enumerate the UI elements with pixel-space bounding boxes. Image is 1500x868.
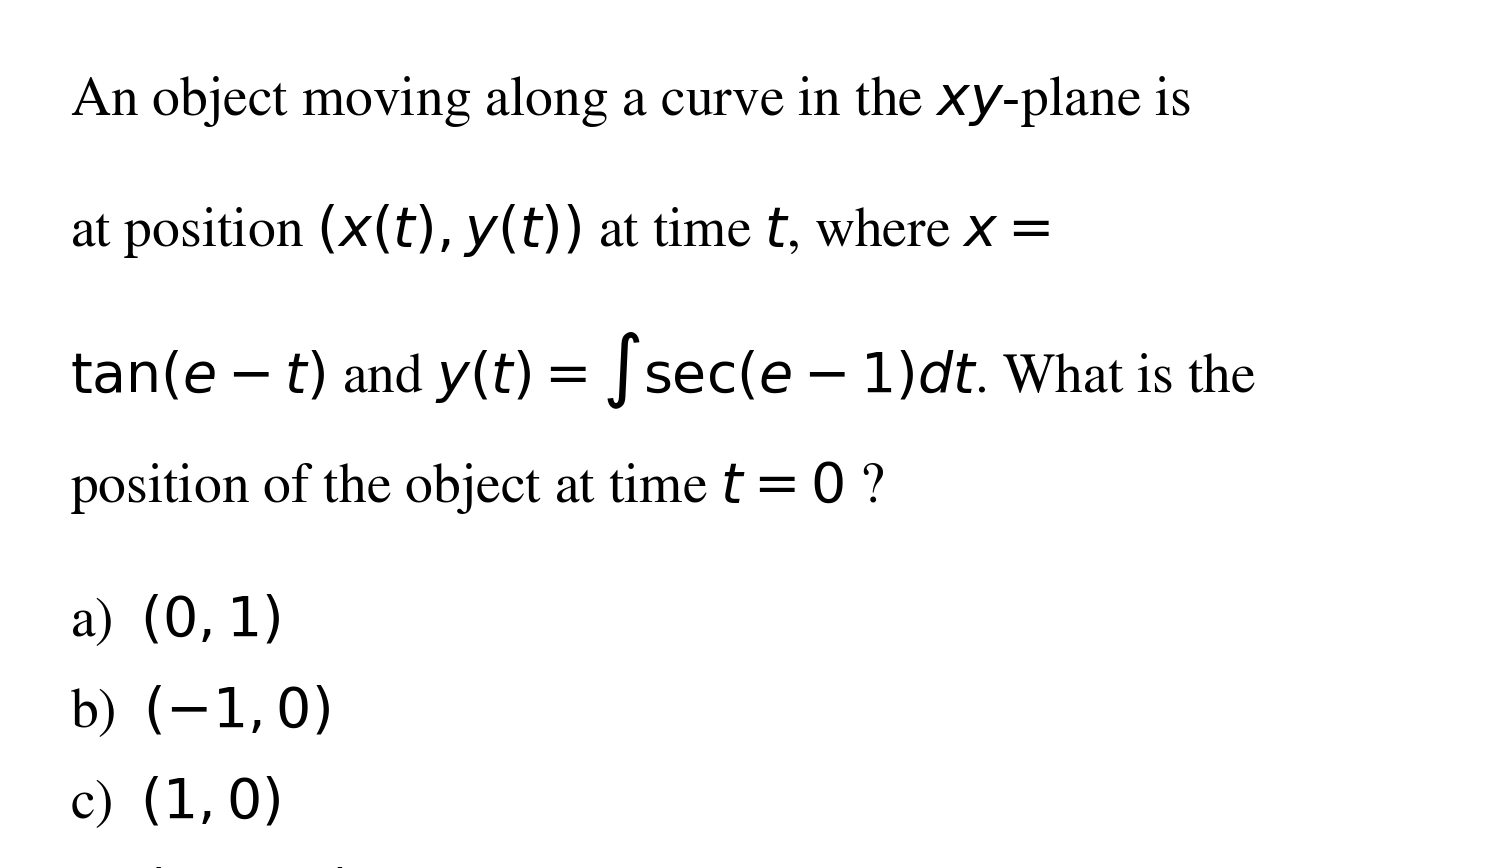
Text: c)  $(1, 0)$: c) $(1, 0)$	[70, 774, 280, 831]
Text: a)  $(0, 1)$: a) $(0, 1)$	[70, 592, 280, 648]
Text: b)  $(-1, 0)$: b) $(-1, 0)$	[70, 683, 330, 740]
Text: position of the object at time $t = 0$ ?: position of the object at time $t = 0$ ?	[70, 459, 885, 516]
Text: An object moving along a curve in the $xy$-plane is: An object moving along a curve in the $x…	[70, 74, 1192, 128]
Text: $\tan(e-t)$ and $y(t) = \int \sec(e-1)dt$. What is the: $\tan(e-t)$ and $y(t) = \int \sec(e-1)dt…	[70, 331, 1257, 411]
Text: d)  $(0, -1)$: d) $(0, -1)$	[70, 865, 352, 868]
Text: at position $(x(t), y(t))$ at time $t$, where $x =$: at position $(x(t), y(t))$ at time $t$, …	[70, 202, 1050, 260]
